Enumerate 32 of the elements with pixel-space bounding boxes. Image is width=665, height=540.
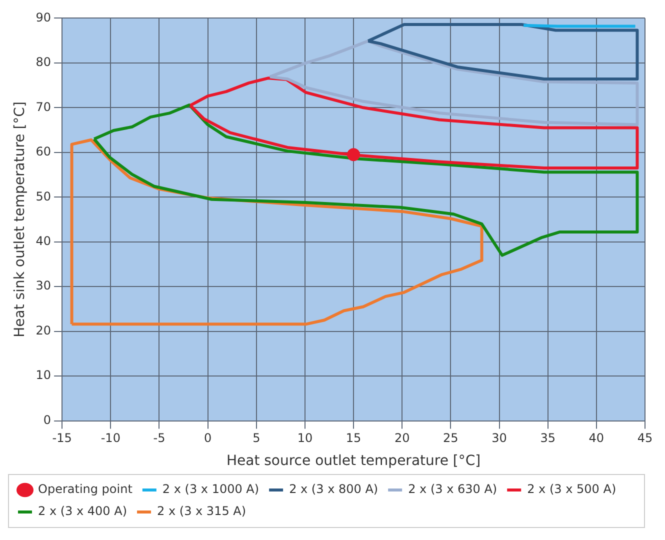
x-tick-label: 20 — [394, 431, 410, 446]
y-tick-label: 20 — [36, 323, 52, 338]
y-tick-label: 10 — [36, 368, 52, 382]
legend-label: 2 x (3 x 800 A) — [289, 482, 378, 496]
x-tick-label: -15 — [52, 431, 72, 446]
x-tick-label: 0 — [204, 431, 212, 446]
legend-label: 2 x (3 x 400 A) — [38, 504, 128, 518]
legend-label: 2 x (3 x 1000 A) — [162, 482, 260, 496]
y-tick-label: 80 — [36, 55, 52, 70]
y-tick-label: 70 — [36, 100, 52, 114]
y-tick-label: 0 — [43, 412, 52, 427]
x-tick-label: -10 — [100, 431, 120, 446]
y-tick-label: 60 — [36, 144, 52, 159]
y-tick-label: 40 — [36, 234, 52, 248]
x-tick-label: -5 — [153, 431, 166, 446]
x-tick-label: 10 — [297, 431, 313, 446]
legend-label: 2 x (3 x 500 A) — [527, 482, 616, 496]
x-tick-label: 5 — [252, 431, 260, 446]
legend-label: Operating point — [38, 482, 133, 496]
legend-label: 2 x (3 x 630 A) — [408, 482, 498, 496]
x-tick-label: 35 — [540, 431, 556, 446]
x-tick-label: 15 — [346, 431, 362, 446]
legend-label: 2 x (3 x 315 A) — [157, 504, 246, 518]
y-axis-title: Heat sink outlet temperature [°C] — [12, 102, 28, 338]
y-tick-label: 90 — [36, 10, 52, 24]
x-axis-title: Heat source outlet temperature [°C] — [226, 453, 481, 470]
x-tick-label: 30 — [492, 431, 507, 446]
y-tick-label: 50 — [36, 189, 52, 204]
y-tick-label: 30 — [36, 278, 52, 293]
x-tick-label: 45 — [637, 431, 653, 446]
x-tick-label: 40 — [588, 431, 604, 446]
x-tick-label: 25 — [443, 431, 458, 446]
